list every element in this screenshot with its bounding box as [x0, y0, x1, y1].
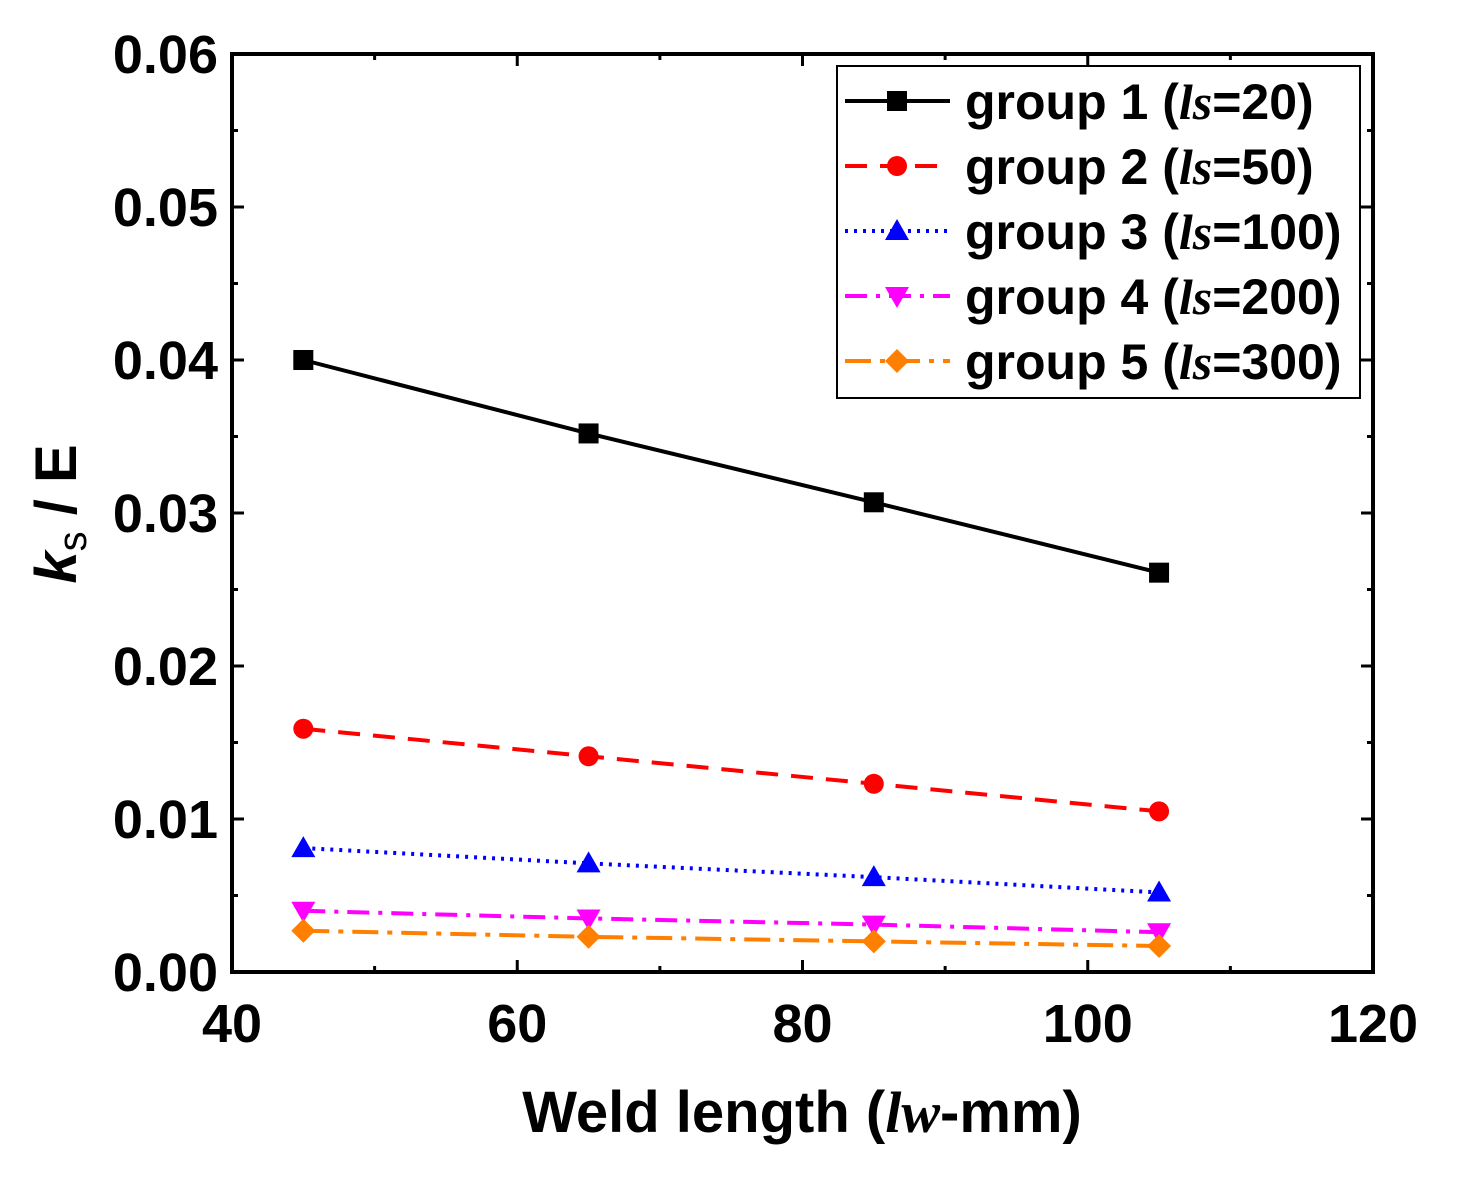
legend-box: [836, 65, 1361, 399]
series-5-point: [291, 918, 316, 943]
series-3-point: [576, 851, 601, 873]
series-5-line: [303, 928, 1160, 948]
series-1-line: [302, 358, 1160, 575]
series-1-point: [578, 423, 599, 444]
series-2-point: [1149, 801, 1170, 822]
series-2-point: [863, 773, 884, 794]
legend-label-4: group 4 (ls=200): [965, 269, 1342, 325]
series-4-point: [1147, 923, 1172, 945]
series-4-point: [291, 901, 316, 923]
y-tick-label: 0.00: [113, 943, 218, 1003]
x-tick-label: 40: [202, 994, 262, 1054]
series-5-point: [576, 924, 601, 949]
series-2-point: [293, 718, 314, 739]
y-tick-label: 0.02: [113, 637, 218, 697]
y-tick-label: 0.04: [113, 331, 218, 391]
series-3-point: [291, 836, 316, 858]
legend-marker-4: [885, 287, 909, 308]
series-4-point: [861, 915, 886, 937]
series-2-point: [578, 746, 599, 767]
legend-marker-1: [887, 91, 907, 111]
series-3-point: [1147, 880, 1172, 902]
x-tick-label: 80: [772, 994, 832, 1054]
y-tick-label: 0.01: [113, 790, 218, 850]
legend-label-2: group 2 (ls=50): [965, 139, 1314, 195]
x-axis-title: Weld length (lw-mm): [522, 1080, 1082, 1145]
series-5-point: [861, 929, 886, 954]
legend-marker-5: [885, 349, 909, 373]
y-tick-label: 0.03: [113, 484, 218, 544]
series-3-point: [861, 865, 886, 887]
legend-label-3: group 3 (ls=100): [965, 204, 1342, 260]
series-2-line: [303, 726, 1160, 814]
series-5-point: [1147, 933, 1172, 958]
series-1-point: [293, 350, 314, 370]
legend-label-5: group 5 (ls=300): [965, 334, 1342, 390]
y-tick-label: 0.06: [113, 25, 218, 85]
series-1-point: [863, 492, 884, 513]
series-3-line: [303, 846, 1160, 895]
x-tick-label: 60: [487, 994, 547, 1054]
legend-label-1: group 1 (ls=20): [965, 74, 1314, 130]
x-tick-label: 120: [1328, 994, 1418, 1054]
series-4-point: [576, 909, 601, 931]
x-tick-label: 100: [1043, 994, 1133, 1054]
y-axis-title: ks / E: [24, 444, 95, 583]
y-tick-label: 0.05: [113, 178, 218, 238]
legend-marker-2: [887, 156, 907, 176]
legend-marker-3: [885, 219, 909, 240]
series-1-point: [1149, 562, 1170, 583]
series-4-line: [303, 908, 1160, 935]
